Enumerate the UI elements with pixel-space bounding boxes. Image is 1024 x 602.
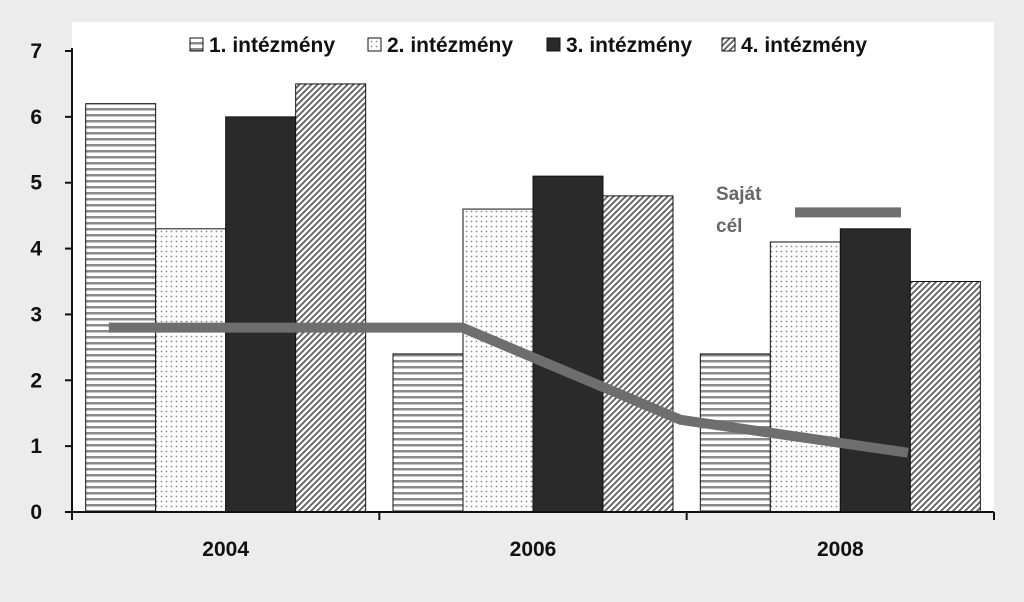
bar-4-2008 [909,281,981,513]
bar-4-2004 [295,83,367,513]
legend-swatch-1 [189,37,204,52]
y-tick-label-3: 3 [30,303,42,326]
bar-3-2008 [839,228,911,513]
legend: 1. intézmény 2. intézmény 3. intézmény 4… [180,24,896,66]
legend-label-3: 3. intézmény [566,34,692,57]
legend-swatch-4 [721,37,736,52]
y-tick-label-5: 5 [30,172,42,195]
bar-4-2006 [602,195,674,513]
y-tick-label-4: 4 [30,238,42,261]
annotation-line-2: cél [716,216,742,237]
y-tick-label-7: 7 [30,40,42,63]
x-tick-label-2006: 2006 [510,538,557,561]
legend-label-1: 1. intézmény [209,34,335,57]
bar-3-2004 [225,116,297,513]
target-line-group [108,207,909,458]
legend-swatch-3 [546,37,561,52]
x-tick-label-2008: 2008 [817,538,864,561]
axes-group: 0 1 2 3 4 5 6 7 2004 2006 2008 [30,40,995,561]
y-tick-label-0: 0 [30,501,42,524]
bar-1-2004 [85,103,157,513]
annotation: Saját cél [716,184,762,237]
legend-swatch-2 [367,37,382,52]
legend-label-4: 4. intézmény [741,34,867,57]
bar-2-2004 [155,228,227,513]
bar-3-2006 [532,175,604,513]
bar-1-2006 [392,353,464,513]
y-tick-label-1: 1 [30,435,42,458]
bar-2-2008 [769,241,841,513]
y-tick-label-2: 2 [30,369,42,392]
target-line [108,322,909,458]
x-tick-label-2004: 2004 [202,538,249,561]
legend-label-2: 2. intézmény [387,34,513,57]
legend-box [180,24,896,66]
annotation-line-1: Saját [716,184,762,205]
y-tick-label-6: 6 [30,106,42,129]
bar-2-2006 [462,208,534,513]
bars-group [85,83,981,513]
